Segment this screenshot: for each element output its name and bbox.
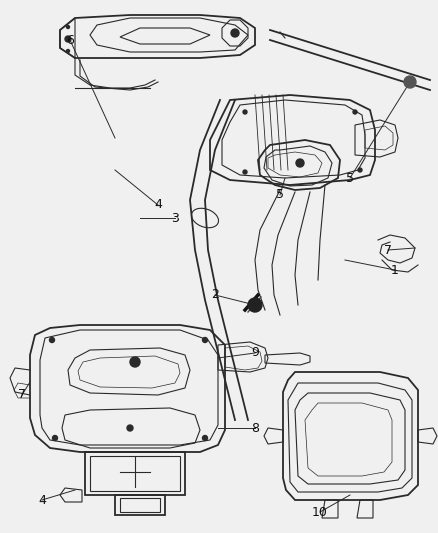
Circle shape (296, 159, 304, 167)
Circle shape (358, 168, 362, 172)
Circle shape (130, 357, 140, 367)
Circle shape (353, 110, 357, 114)
Circle shape (127, 425, 133, 431)
Circle shape (49, 337, 54, 343)
Text: 2: 2 (211, 288, 219, 302)
Circle shape (67, 26, 70, 28)
Text: 9: 9 (251, 346, 259, 359)
Circle shape (53, 435, 57, 440)
Circle shape (243, 110, 247, 114)
Text: 5: 5 (346, 172, 354, 184)
Text: 6: 6 (66, 34, 74, 46)
Text: 10: 10 (312, 505, 328, 519)
Circle shape (67, 50, 70, 52)
Text: 3: 3 (171, 212, 179, 224)
Circle shape (202, 337, 208, 343)
Circle shape (248, 298, 262, 312)
Text: 5: 5 (276, 189, 284, 201)
Text: 8: 8 (251, 422, 259, 434)
Circle shape (404, 76, 416, 88)
Text: 4: 4 (38, 494, 46, 506)
Circle shape (65, 36, 71, 42)
Text: 7: 7 (384, 244, 392, 256)
Circle shape (243, 170, 247, 174)
Text: 7: 7 (18, 389, 26, 401)
Text: 1: 1 (391, 263, 399, 277)
Circle shape (202, 435, 208, 440)
Circle shape (231, 29, 239, 37)
Text: 4: 4 (154, 198, 162, 212)
